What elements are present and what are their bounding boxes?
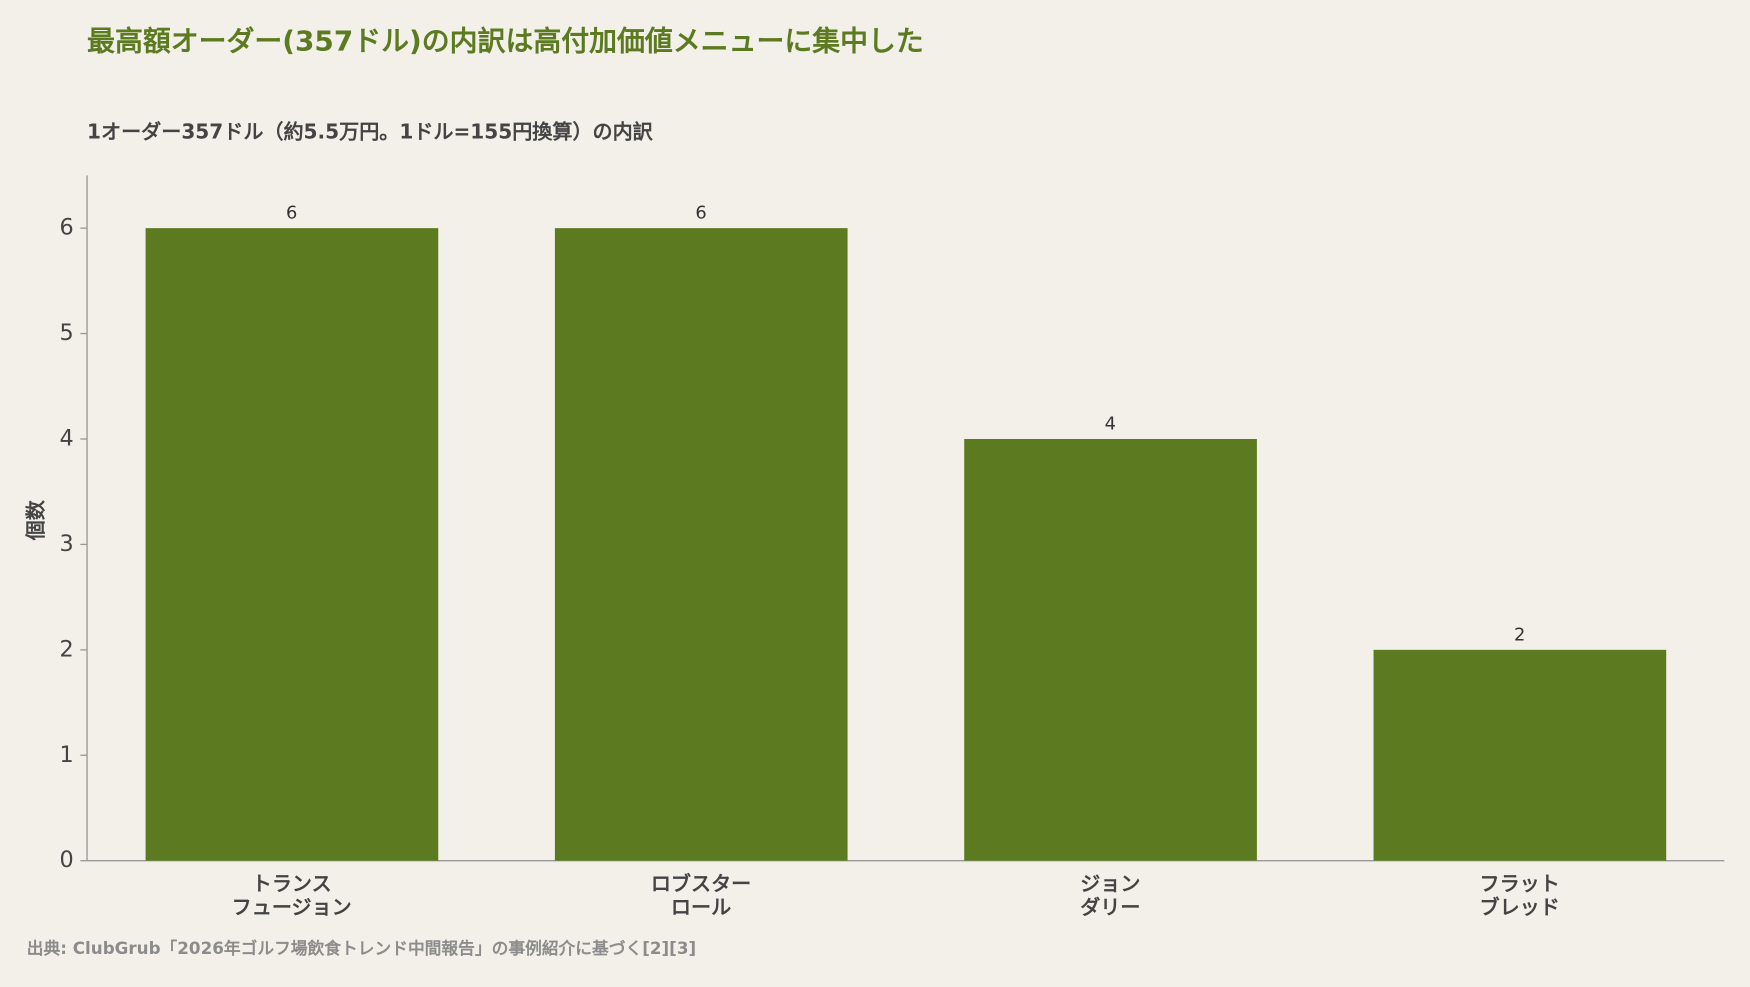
value-label: 6	[286, 203, 297, 224]
x-tick-label: ロール	[671, 895, 731, 919]
chart-title: 最高額オーダー(357ドル)の内訳は高付加価値メニューに集中した	[87, 25, 924, 58]
source-note: 出典: ClubGrub「2026年ゴルフ場飲食トレンド中間報告」の事例紹介に基…	[27, 938, 696, 958]
value-label: 4	[1105, 413, 1116, 434]
x-tick-label: トランス	[252, 872, 332, 896]
x-tick-label: ロブスター	[651, 872, 751, 896]
y-tick-label: 5	[59, 320, 73, 346]
y-axis-label: 個数	[23, 499, 47, 541]
x-tick-label: フュージョン	[232, 895, 352, 919]
y-tick-label: 0	[59, 847, 73, 873]
y-tick-label: 3	[59, 531, 73, 557]
value-label: 2	[1514, 624, 1525, 645]
chart-subtitle: 1オーダー357ドル（約5.5万円。1ドル=155円換算）の内訳	[87, 120, 654, 144]
y-tick-label: 2	[59, 636, 73, 662]
x-tick-label: フラット	[1480, 872, 1560, 896]
x-tick-label: ダリー	[1080, 895, 1140, 919]
y-tick-label: 6	[59, 215, 73, 241]
bar	[964, 438, 1257, 861]
y-tick-label: 4	[59, 425, 73, 451]
y-tick-label: 1	[59, 742, 73, 768]
x-tick-label: ジョン	[1080, 872, 1140, 896]
bar	[554, 228, 848, 861]
x-tick-label: ブレッド	[1480, 895, 1560, 919]
bar	[145, 228, 439, 861]
value-label: 6	[695, 203, 706, 224]
bar	[1373, 649, 1667, 861]
